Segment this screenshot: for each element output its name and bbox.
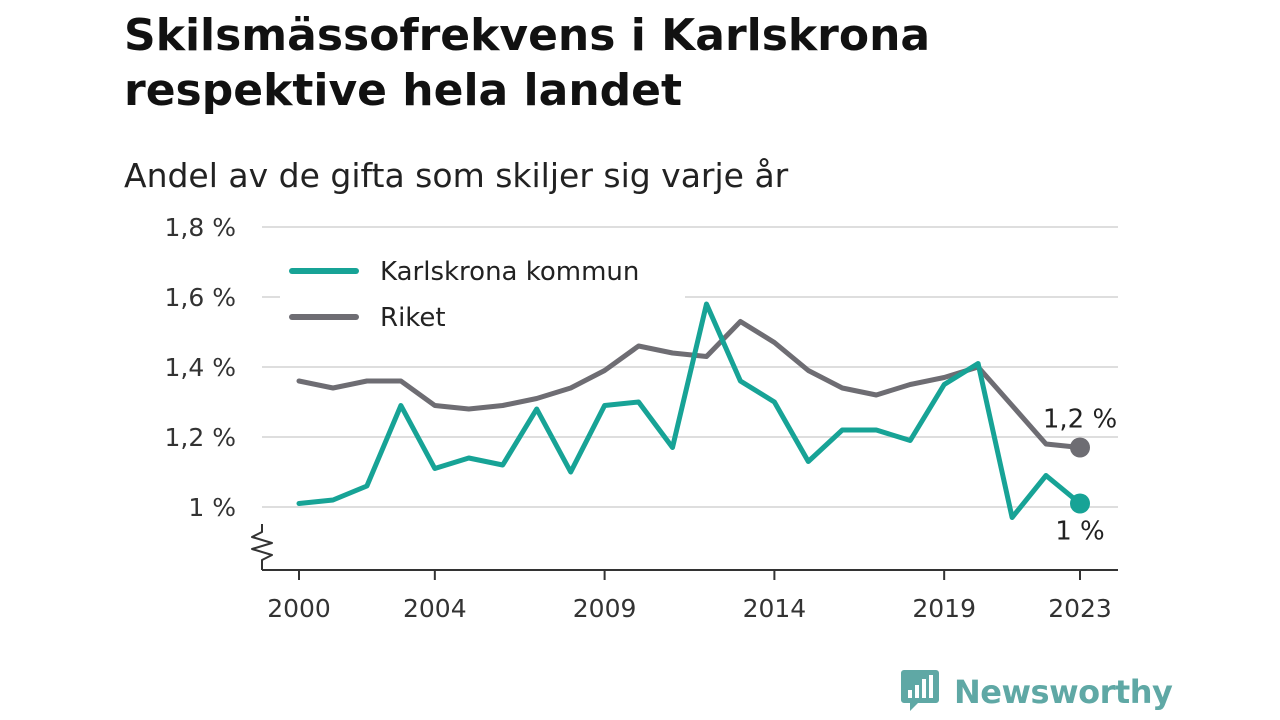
- series-line-0: [296, 301, 1083, 520]
- legend-label-0: Karlskrona kommun: [380, 257, 639, 287]
- end-labels: 1 % 1,2 %: [1043, 405, 1117, 547]
- series-end-point-0: [1070, 493, 1090, 514]
- brand-name: Newsworthy: [954, 673, 1173, 711]
- chart-title: Skilsmässofrekvens i Karlskrona respekti…: [124, 10, 931, 116]
- x-tick-label: 2014: [743, 594, 807, 623]
- y-tick-label: 1 %: [188, 493, 236, 522]
- x-tick-label: 2009: [573, 594, 637, 623]
- series-lines: [296, 301, 1090, 520]
- axes: 1 % 1,2 % 1,4 % 1,6 % 1,8 % 2000 2004 2009 2014 2…: [165, 213, 1118, 623]
- series-line-1: [296, 319, 1083, 450]
- y-tick-label: 1,4 %: [165, 353, 236, 382]
- newsworthy-brand[interactable]: Newsworthy: [900, 668, 1173, 716]
- end-label-0: 1 %: [1055, 517, 1105, 547]
- legend: Karlskrona kommun Riket: [280, 244, 685, 340]
- y-tick-label: 1,8 %: [165, 213, 236, 242]
- x-tick-label: 2004: [403, 594, 467, 623]
- series-end-point-1: [1070, 437, 1090, 458]
- x-tick-label: 2019: [912, 594, 976, 623]
- x-tick-label: 2000: [267, 594, 331, 623]
- legend-background: [280, 244, 685, 340]
- end-label-1: 1,2 %: [1043, 405, 1117, 435]
- legend-label-1: Riket: [380, 303, 446, 333]
- x-tick-label: 2023: [1048, 594, 1112, 623]
- y-tick-label: 1,6 %: [165, 283, 236, 312]
- chart-subtitle: Andel av de gifta som skiljer sig varje …: [124, 156, 789, 195]
- newsworthy-logo-icon: [900, 668, 940, 716]
- axis-break-icon: [251, 524, 273, 570]
- y-tick-label: 1,2 %: [165, 423, 236, 452]
